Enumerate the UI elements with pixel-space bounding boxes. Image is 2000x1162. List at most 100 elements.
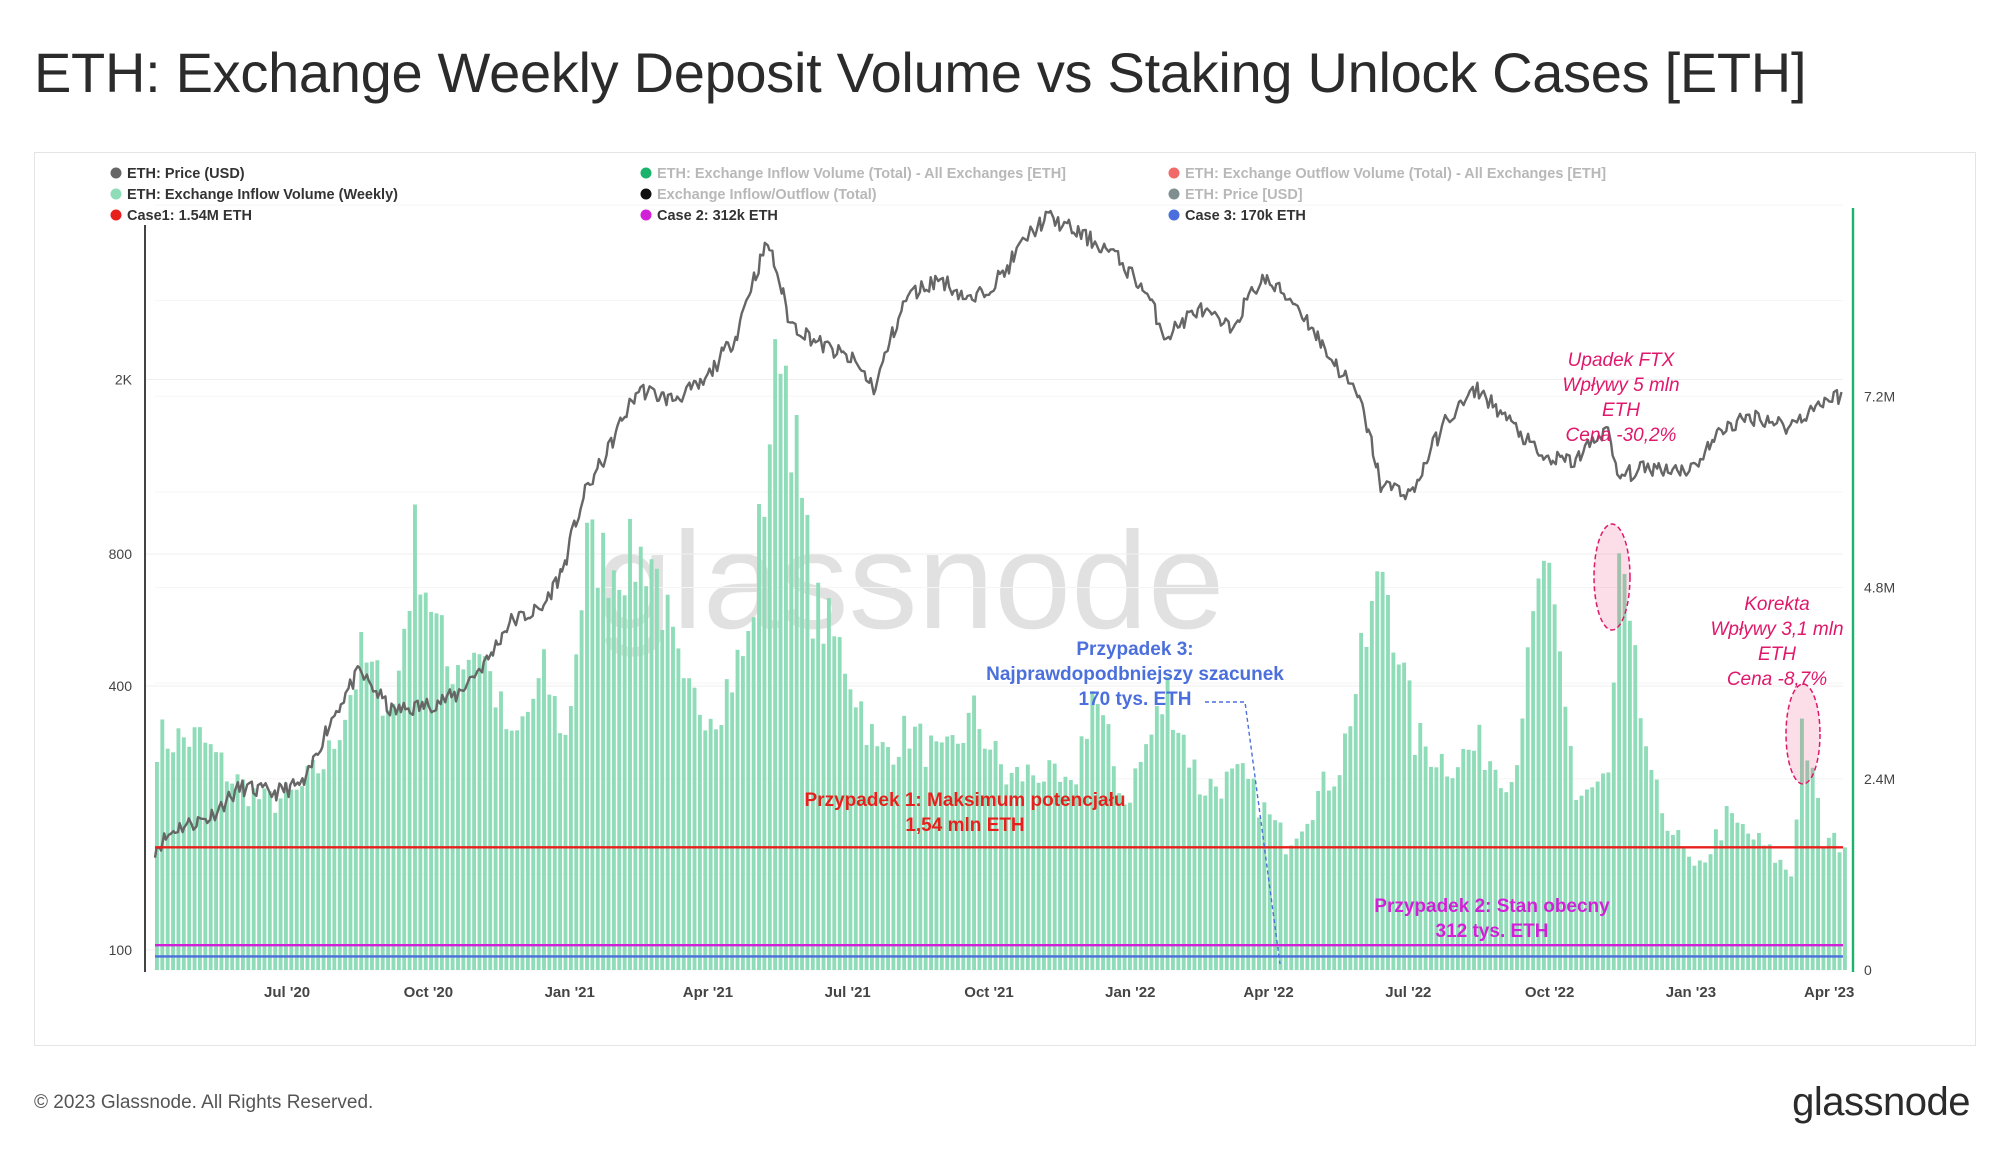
inflow-bar (1154, 706, 1159, 970)
right-tick-label: 2.4M (1864, 771, 1895, 787)
inflow-bar (644, 586, 649, 970)
inflow-bar (1063, 776, 1068, 970)
inflow-bar (402, 628, 407, 970)
legend-label: Case1: 1.54M ETH (127, 208, 252, 224)
legend-dot-icon (640, 188, 652, 200)
legend-item[interactable]: Exchange Inflow/Outflow (Total) (640, 187, 877, 203)
case3-annotation-line: Przypadek 3: (1076, 639, 1193, 660)
inflow-bar (439, 615, 444, 970)
inflow-bar (1816, 797, 1820, 970)
x-tick-label: Apr '23 (1804, 984, 1854, 1001)
inflow-bar (1149, 734, 1154, 970)
inflow-bar (1085, 738, 1089, 970)
inflow-bar (1509, 782, 1514, 970)
inflow-bar (767, 444, 772, 970)
chart-frame (34, 152, 1976, 1046)
inflow-bar (1101, 715, 1106, 970)
legend-item[interactable]: ETH: Price (USD) (110, 166, 245, 182)
inflow-bar (773, 339, 778, 970)
inflow-bar (923, 766, 928, 970)
inflow-bar (660, 629, 665, 970)
inflow-bar (429, 611, 434, 970)
inflow-bar (1735, 822, 1740, 970)
legend-item[interactable]: ETH: Exchange Inflow Volume (Total) - Al… (640, 166, 1067, 182)
case2-annotation: Przypadek 2: Stan obecny 312 tys. ETH (1374, 896, 1610, 942)
inflow-bar (1020, 781, 1025, 970)
inflow-bar (708, 718, 713, 970)
inflow-bar (740, 656, 745, 970)
inflow-bar (456, 665, 460, 970)
case3-annotation-line: 170 tys. ETH (1079, 689, 1192, 710)
inflow-bar (1622, 574, 1627, 970)
inflow-bar (509, 730, 514, 970)
inflow-bar (1407, 680, 1412, 970)
inflow-bar (1434, 767, 1439, 970)
inflow-bar (1160, 714, 1165, 970)
inflow-bar (466, 659, 471, 970)
inflow-bar (826, 598, 831, 970)
inflow-bar (1423, 746, 1428, 970)
legend-item[interactable]: Case1: 1.54M ETH (110, 208, 252, 224)
inflow-bar (1042, 781, 1046, 970)
inflow-bar (289, 789, 294, 970)
inflow-bar (891, 764, 896, 970)
inflow-bar (558, 733, 563, 970)
inflow-bar (1515, 765, 1519, 970)
inflow-bar (853, 707, 858, 970)
inflow-bar (1482, 769, 1487, 970)
inflow-bar (1676, 829, 1681, 970)
x-tick-label: Oct '22 (1525, 984, 1574, 1001)
inflow-bar (1531, 611, 1536, 970)
inflow-bar (1461, 748, 1466, 970)
inflow-bar (1794, 819, 1799, 970)
legend-label: ETH: Price (USD) (127, 166, 245, 182)
inflow-bar (499, 691, 503, 970)
legend-item[interactable]: ETH: Exchange Inflow Volume (Weekly) (110, 187, 399, 203)
inflow-bar (590, 519, 595, 970)
inflow-bar (450, 684, 455, 970)
inflow-bar (1144, 744, 1149, 970)
case3-annotation-line: Najprawdopodbniejszy szacunek (986, 664, 1284, 685)
inflow-bar (886, 746, 890, 970)
inflow-bar (687, 678, 692, 970)
inflow-bar (1579, 795, 1584, 970)
inflow-bar (1445, 776, 1450, 970)
price-line (153, 209, 1843, 858)
inflow-bar (364, 662, 369, 970)
inflow-bar (1214, 786, 1218, 970)
inflow-bar (972, 695, 976, 970)
inflow-bar (697, 714, 702, 970)
inflow-bar (423, 592, 428, 970)
inflow-bar (327, 740, 331, 970)
inflow-bar (730, 692, 735, 970)
inflow-bar (1697, 860, 1702, 970)
case1-annotation-line: Przypadek 1: Maksimum potencjału (805, 790, 1126, 811)
legend-dot-icon (1168, 188, 1180, 200)
right-tick-label: 4.8M (1864, 580, 1895, 596)
inflow-bar (1079, 736, 1084, 970)
inflow-bar (1375, 571, 1380, 970)
legend-item[interactable]: ETH: Exchange Outflow Volume (Total) - A… (1168, 166, 1607, 182)
inflow-bar (1574, 800, 1579, 970)
inflow-bar (542, 649, 546, 970)
inflow-bar (1230, 768, 1235, 970)
inflow-bar (617, 589, 622, 970)
legend-item[interactable]: Case 3: 170k ETH (1168, 208, 1306, 224)
ftx-annotation-line: ETH (1602, 400, 1640, 421)
inflow-bar (407, 610, 412, 970)
inflow-bar (1843, 847, 1847, 970)
legend: ETH: Price (USD) ETH: Exchange Inflow Vol… (110, 166, 1607, 224)
inflow-bar (1751, 839, 1756, 970)
inflow-bar (370, 661, 374, 970)
inflow-bar (1262, 802, 1267, 970)
inflow-bar (262, 788, 267, 970)
inflow-bar (1633, 645, 1638, 970)
korekta-annotation-line: ETH (1758, 644, 1796, 665)
inflow-bar (1493, 769, 1498, 970)
legend-item[interactable]: ETH: Price [USD] (1168, 187, 1303, 203)
glassnode-logo: glassnode (1792, 1080, 1970, 1124)
legend-item[interactable]: Case 2: 312k ETH (640, 208, 778, 224)
inflow-bar (1294, 838, 1299, 970)
inflow-bar (1638, 718, 1643, 970)
inflow-bar (1617, 553, 1622, 970)
